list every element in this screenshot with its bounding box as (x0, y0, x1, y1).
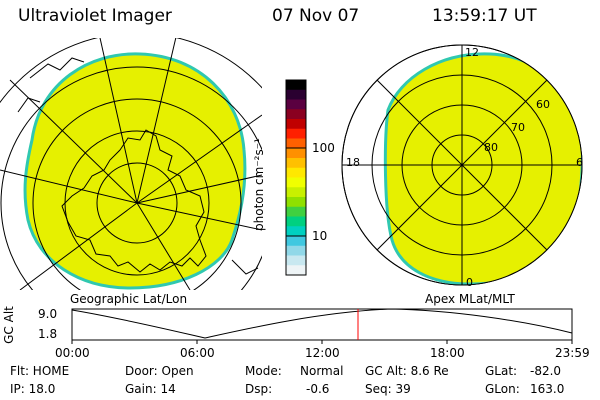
colorbar-swatch (286, 236, 306, 247)
altitude-xtick: 00:00 (55, 346, 90, 360)
status-glon-label: GLon: (485, 382, 520, 396)
altitude-ylabel: GC Alt (1, 306, 16, 344)
colorbar-swatch (286, 128, 306, 139)
colorbar-unit-label: photon cm⁻²s⁻¹ (252, 138, 266, 231)
magnetic-map (341, 44, 583, 286)
status-gc-alt: GC Alt: 8.6 Re (365, 364, 449, 378)
mlt-label-dawn: 6 (576, 156, 583, 169)
altitude-ytick-top: 9.0 (38, 307, 58, 321)
colorbar (286, 80, 306, 276)
colorbar-swatch (286, 109, 306, 120)
geographic-map (0, 38, 262, 290)
colorbar-swatch (286, 197, 306, 208)
colorbar-swatch (286, 206, 306, 217)
colorbar-swatch (286, 187, 306, 198)
mlat-label-70: 70 (511, 121, 525, 134)
left-panel-label: Geographic Lat/Lon (70, 292, 188, 306)
altitude-xtick: 23:59 (555, 346, 590, 360)
colorbar-swatch (286, 158, 306, 169)
colorbar-tick-100: 100 (312, 141, 335, 155)
mlt-label-noon: 12 (465, 46, 479, 59)
colorbar-swatch (286, 99, 306, 110)
altitude-xtick: 18:00 (430, 346, 465, 360)
status-dsp-value: -0.6 (306, 382, 330, 396)
colorbar-swatch (286, 80, 306, 91)
mlt-label-dusk: 18 (346, 156, 360, 169)
colorbar-swatch (286, 89, 306, 100)
altitude-xtick: 12:00 (305, 346, 340, 360)
colorbar-swatch (286, 226, 306, 237)
instrument-title: Ultraviolet Imager (18, 6, 172, 26)
colorbar-tick-10: 10 (312, 229, 328, 243)
right-panel-label: Apex MLat/MLT (425, 292, 515, 306)
colorbar-swatch (286, 265, 306, 276)
time-label: 13:59:17 UT (432, 6, 537, 26)
status-flight: Flt: HOME (10, 364, 70, 378)
colorbar-swatch (286, 119, 306, 130)
left-aurora-image (23, 52, 247, 290)
colorbar-swatch (286, 216, 306, 227)
status-glat-label: GLat: (485, 364, 518, 378)
status-ip: IP: 18.0 (10, 382, 56, 396)
colorbar-swatch (286, 138, 306, 149)
status-gain: Gain: 14 (125, 382, 176, 396)
colorbar-swatch (286, 255, 306, 266)
altitude-ytick-bottom: 1.8 (38, 327, 58, 341)
status-glat-value: -82.0 (530, 364, 562, 378)
altitude-curve (71, 308, 573, 339)
altitude-plot (71, 308, 573, 344)
status-mode-value: Normal (300, 364, 344, 378)
colorbar-swatch (286, 167, 306, 178)
mlat-label-60: 60 (536, 98, 550, 111)
mlt-label-midnight: 0 (466, 276, 473, 289)
status-door: Door: Open (125, 364, 194, 378)
colorbar-swatch (286, 148, 306, 159)
date-label: 07 Nov 07 (272, 6, 360, 26)
status-mode-label: Mode: (245, 364, 282, 378)
colorbar-swatch (286, 177, 306, 188)
status-dsp-label: Dsp: (245, 382, 273, 396)
status-seq: Seq: 39 (365, 382, 411, 396)
altitude-xtick: 06:00 (180, 346, 215, 360)
colorbar-swatch (286, 245, 306, 256)
antarctica-outline (61, 129, 207, 273)
mlat-label-80: 80 (484, 141, 498, 154)
status-glon-value: 163.0 (530, 382, 565, 396)
